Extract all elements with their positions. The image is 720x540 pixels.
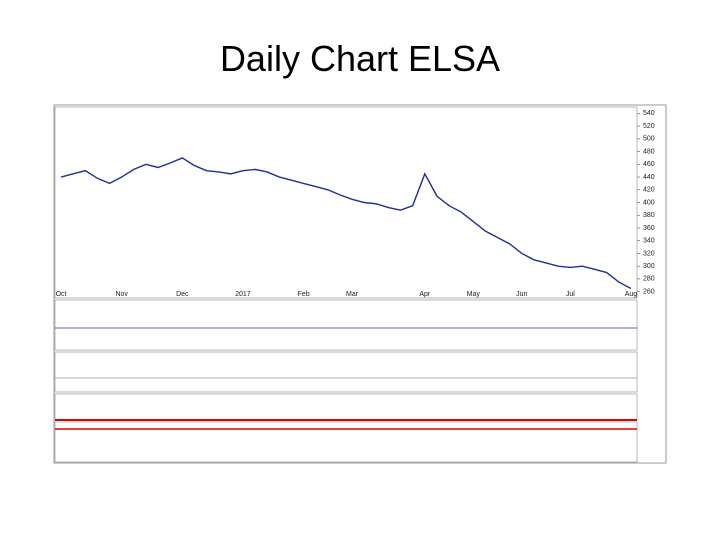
signal-panel: [54, 393, 638, 421]
x-tick-label: May: [467, 291, 481, 298]
x-tick-label: Oct: [56, 291, 67, 298]
x-tick-label: Jun: [516, 291, 527, 298]
y-tick-label: 300: [643, 263, 655, 270]
x-tick-label: Nov: [115, 291, 128, 298]
y-tick-label: 540: [643, 110, 655, 117]
y-tick-label: 340: [643, 238, 655, 245]
price-panel: [54, 106, 638, 299]
y-tick-label: 280: [643, 276, 655, 283]
y-tick-label: 500: [643, 136, 655, 143]
y-tick-label: 480: [643, 148, 655, 155]
x-tick-label: 2017: [235, 291, 251, 298]
x-tick-label: Apr: [419, 291, 431, 298]
y-tick-label: 260: [643, 288, 655, 295]
y-tick-label: 360: [643, 225, 655, 232]
volume-panel: [54, 299, 638, 351]
x-tick-label: Feb: [298, 291, 310, 298]
y-tick-label: 460: [643, 161, 655, 168]
cci-panel: [54, 351, 638, 393]
y-tick-label: 380: [643, 212, 655, 219]
x-tick-label: Aug: [625, 291, 638, 298]
x-tick-label: Jul: [566, 291, 575, 298]
y-tick-label: 520: [643, 123, 655, 130]
y-tick-label: 320: [643, 250, 655, 257]
y-tick-label: 420: [643, 187, 655, 194]
exit-panel: [54, 421, 638, 463]
y-tick-label: 400: [643, 199, 655, 206]
x-tick-label: Mar: [346, 291, 359, 298]
slide-title: Daily Chart ELSA: [219, 38, 501, 79]
price-line: [60, 157, 632, 290]
y-tick-label: 440: [643, 174, 655, 181]
x-tick-label: Dec: [176, 291, 189, 298]
